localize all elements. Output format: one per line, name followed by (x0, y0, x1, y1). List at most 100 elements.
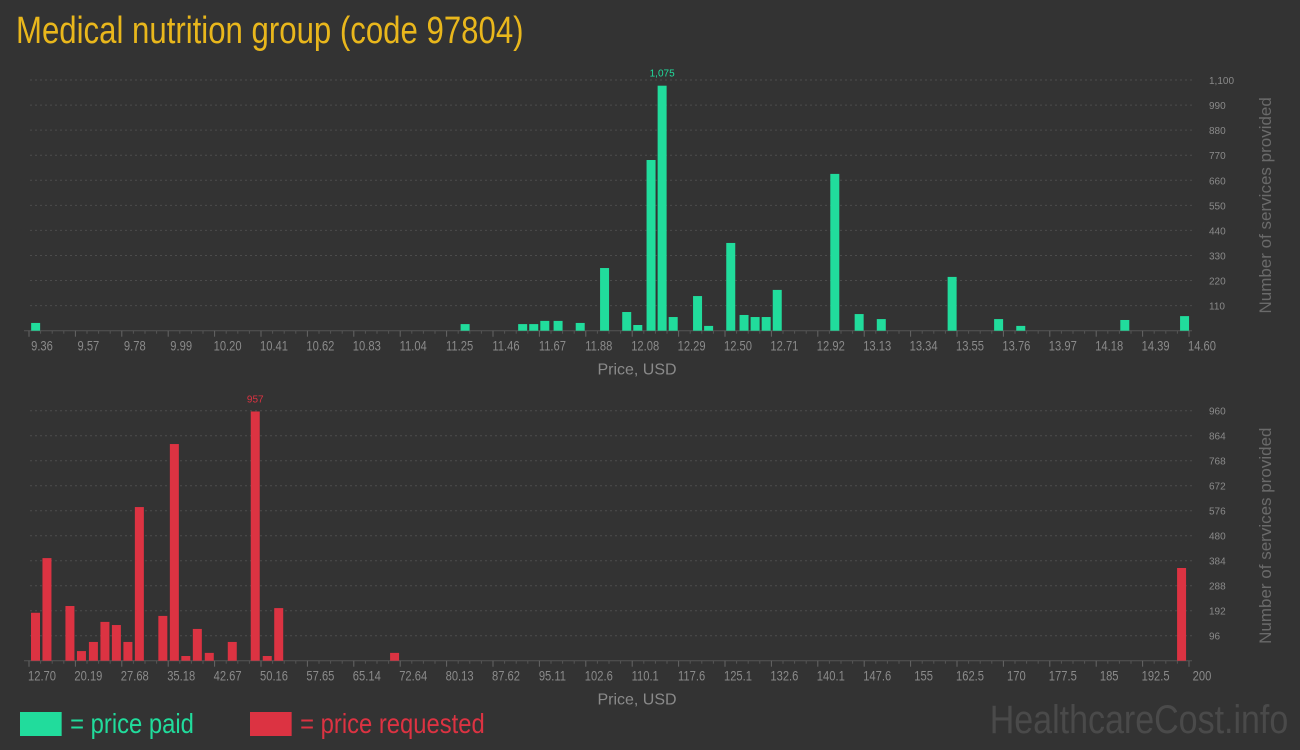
y-tick-label: 1,100 (1209, 76, 1234, 87)
x-tick-label: 50.16 (260, 669, 288, 684)
x-tick-label: 12.92 (817, 339, 845, 354)
y-tick-label: 576 (1209, 507, 1226, 518)
legend-label-requested: = price requested (300, 708, 485, 739)
bar (947, 276, 957, 331)
x-tick-label: 80.13 (446, 669, 474, 684)
bar (750, 317, 760, 331)
x-tick-label: 200 (1193, 669, 1212, 684)
bar (123, 641, 133, 661)
bar (262, 656, 272, 661)
bar (274, 608, 284, 661)
y-axis-title: Number of services provided (1256, 97, 1275, 313)
x-tick-label: 140.1 (817, 669, 845, 684)
x-axis-title: Price, USD (597, 692, 676, 709)
bar (726, 242, 736, 331)
bar (575, 322, 585, 331)
bar (1120, 319, 1130, 331)
bar (31, 612, 41, 661)
x-tick-label: 27.68 (121, 669, 149, 684)
y-tick-label: 480 (1209, 532, 1226, 543)
x-tick-label: 110.1 (632, 669, 659, 684)
x-tick-label: 9.99 (170, 339, 192, 354)
bar (390, 652, 400, 661)
y-tick-label: 440 (1209, 226, 1226, 237)
bar (600, 268, 610, 331)
x-tick-label: 162.5 (956, 669, 984, 684)
bar (181, 656, 191, 661)
y-tick-label: 384 (1209, 557, 1226, 568)
bar (994, 319, 1004, 331)
x-tick-label: 13.97 (1049, 339, 1077, 354)
bar (169, 444, 179, 661)
x-tick-label: 9.57 (78, 339, 100, 354)
bar (134, 507, 144, 661)
x-tick-label: 13.55 (956, 339, 984, 354)
bar (553, 320, 563, 331)
bar (739, 314, 749, 331)
x-tick-label: 42.67 (214, 669, 242, 684)
bar (529, 324, 539, 331)
y-tick-label: 990 (1209, 101, 1226, 112)
y-axis-title: Number of services provided (1256, 428, 1275, 644)
x-tick-label: 87.62 (492, 669, 520, 684)
legend-swatch-paid (20, 712, 62, 736)
page-title: Medical nutrition group (code 97804) (16, 10, 524, 52)
legend-swatch-requested (250, 712, 292, 736)
bar (704, 325, 714, 331)
y-tick-label: 110 (1209, 302, 1225, 313)
max-value-label: 957 (247, 394, 264, 405)
y-tick-label: 288 (1209, 582, 1226, 593)
x-tick-label: 35.18 (167, 669, 195, 684)
bar (460, 324, 470, 331)
x-tick-label: 13.13 (863, 339, 891, 354)
x-tick-label: 10.62 (306, 339, 334, 354)
y-tick-label: 96 (1209, 632, 1221, 643)
bar (65, 606, 75, 661)
y-tick-label: 770 (1209, 151, 1226, 162)
y-tick-label: 192 (1209, 607, 1226, 618)
x-tick-label: 14.39 (1142, 339, 1170, 354)
bar (633, 325, 643, 331)
x-tick-label: 12.71 (770, 339, 798, 354)
x-tick-label: 65.14 (353, 669, 381, 684)
y-tick-label: 880 (1209, 126, 1226, 137)
bar (830, 173, 840, 331)
y-tick-label: 550 (1209, 201, 1226, 212)
x-tick-label: 11.88 (585, 339, 612, 354)
bar (1177, 567, 1187, 661)
bar (646, 159, 656, 331)
x-tick-label: 11.04 (400, 339, 427, 354)
x-tick-label: 11.67 (539, 339, 566, 354)
x-tick-label: 117.6 (678, 669, 705, 684)
x-tick-label: 12.70 (28, 669, 56, 684)
x-tick-label: 132.6 (770, 669, 798, 684)
bar (540, 320, 550, 331)
y-tick-label: 220 (1209, 277, 1226, 288)
x-tick-label: 12.29 (678, 339, 706, 354)
legend-price-paid: = price paid (20, 708, 194, 740)
y-tick-label: 768 (1209, 457, 1226, 468)
bar (250, 411, 260, 661)
x-tick-label: 185 (1100, 669, 1119, 684)
bar (31, 322, 41, 331)
x-tick-label: 9.36 (31, 339, 53, 354)
bar (518, 324, 528, 331)
x-tick-label: 13.76 (1002, 339, 1030, 354)
x-tick-label: 147.6 (863, 669, 891, 684)
x-tick-label: 12.50 (724, 339, 752, 354)
x-tick-label: 125.1 (724, 669, 752, 684)
bar (192, 628, 202, 661)
x-tick-label: 13.34 (910, 339, 938, 354)
bar (76, 651, 86, 661)
bar (693, 296, 703, 331)
bar (622, 312, 632, 331)
bar (761, 317, 771, 331)
x-tick-label: 170 (1007, 669, 1026, 684)
x-tick-label: 95.11 (539, 669, 566, 684)
bar (1016, 325, 1026, 331)
x-tick-label: 102.6 (585, 669, 613, 684)
bar (876, 319, 886, 331)
x-tick-label: 10.20 (214, 339, 242, 354)
x-tick-label: 20.19 (74, 669, 102, 684)
